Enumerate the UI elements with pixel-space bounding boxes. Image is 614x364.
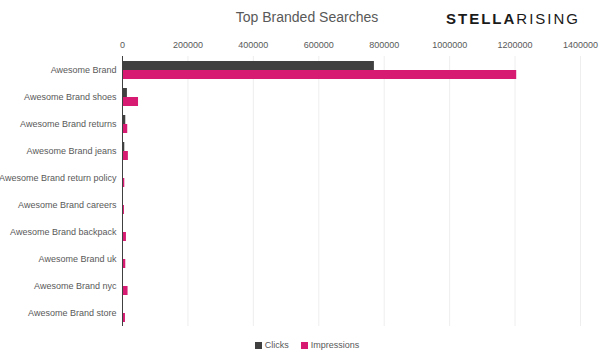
svg-text:Awesome Brand return policy: Awesome Brand return policy [0, 173, 117, 183]
svg-text:800000: 800000 [369, 40, 399, 50]
svg-text:200000: 200000 [173, 40, 203, 50]
svg-text:Awesome Brand nyc: Awesome Brand nyc [34, 281, 117, 291]
svg-text:600000: 600000 [304, 40, 334, 50]
svg-text:Awesome Brand uk: Awesome Brand uk [39, 254, 117, 264]
svg-text:Awesome Brand: Awesome Brand [51, 65, 117, 75]
svg-text:1000000: 1000000 [432, 40, 467, 50]
svg-text:1200000: 1200000 [498, 40, 533, 50]
svg-text:Awesome Brand returns: Awesome Brand returns [20, 119, 117, 129]
html-text:Impressions: Impressions [310, 340, 360, 350]
html-text:STELLA RISING: STELLA RISING [446, 10, 580, 27]
svg-text:1400000: 1400000 [563, 40, 598, 50]
svg-text:Awesome Brand store: Awesome Brand store [28, 308, 116, 318]
svg-text:Awesome Brand shoes: Awesome Brand shoes [24, 92, 117, 102]
svg-text:Awesome Brand careers: Awesome Brand careers [18, 200, 117, 210]
html-text:Top Branded Searches: Top Branded Searches [235, 9, 379, 25]
svg-text:0: 0 [120, 40, 125, 50]
html-text:Clicks: Clicks [264, 340, 289, 350]
svg-text:Awesome Brand backpack: Awesome Brand backpack [10, 227, 117, 237]
svg-text:Awesome Brand jeans: Awesome Brand jeans [27, 146, 117, 156]
svg-text:400000: 400000 [238, 40, 268, 50]
